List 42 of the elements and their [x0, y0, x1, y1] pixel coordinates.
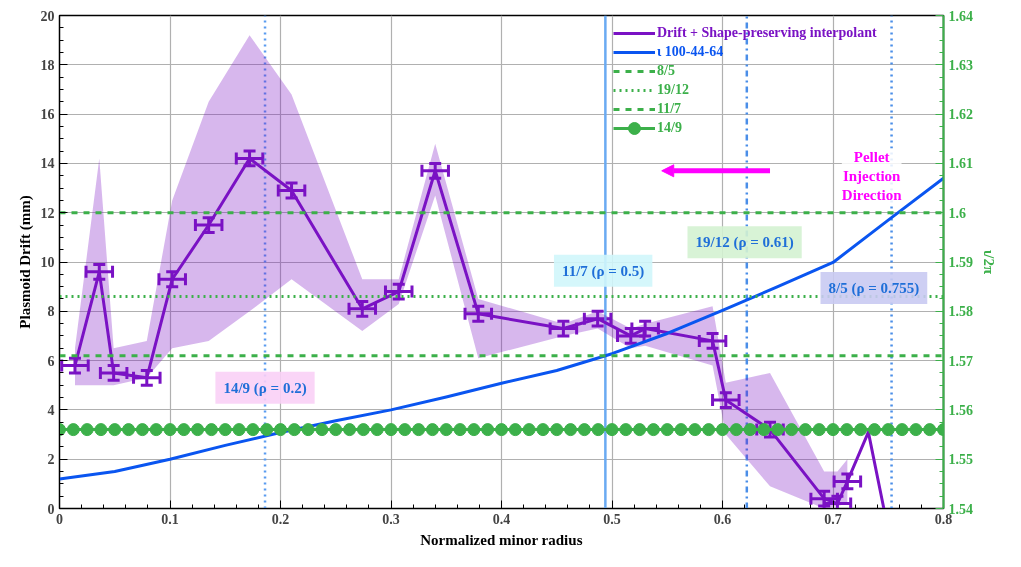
y-tick-label: 16	[40, 107, 55, 123]
x-tick-label: 0.4	[492, 511, 511, 527]
legend-label: ι 100-44-64	[657, 44, 724, 60]
legend-label: 8/5	[657, 63, 676, 79]
x-axis-title: Normalized minor radius	[420, 531, 583, 548]
x-tick-label: 0.5	[603, 511, 621, 527]
y-tick-label: 4	[47, 402, 55, 418]
legend-label: 19/12	[657, 82, 689, 98]
y2-tick-label: 1.64	[948, 8, 973, 24]
y-tick-label: 12	[40, 205, 55, 221]
y2-tick-label: 1.59	[948, 255, 973, 270]
y-tick-label: 14	[40, 156, 55, 172]
legend-label: Drift + Shape-preserving interpolant	[657, 25, 877, 41]
y2-tick-label: 1.63	[948, 57, 973, 73]
annotation: Pellet Injection Direction	[841, 148, 903, 204]
y2-tick-label: 1.56	[948, 402, 973, 418]
annotation: 14/9 (ρ = 0.2)	[223, 379, 307, 397]
x-tick-label: 0.1	[161, 511, 179, 527]
y2-tick-label: 1.61	[948, 156, 973, 172]
legend-label: 14/9	[657, 120, 682, 136]
y-tick-label: 20	[40, 8, 55, 24]
annotation: 8/5 (ρ = 0.755)	[828, 279, 920, 297]
y-tick-label: 6	[47, 353, 55, 369]
legend-label: 11/7	[657, 101, 682, 117]
y2-axis-title: ι/2π	[981, 249, 997, 276]
y2-tick-label: 1.57	[948, 353, 973, 369]
y-tick-label: 10	[40, 255, 55, 270]
y-tick-label: 18	[40, 57, 55, 73]
y2-tick-label: 1.6	[948, 205, 966, 221]
y2-tick-label: 1.62	[948, 107, 973, 123]
y2-tick-label: 1.55	[948, 452, 973, 468]
y-axis-title: Plasmoid Drift (mm)	[16, 195, 34, 329]
y-tick-label: 0	[47, 501, 55, 517]
x-tick-label: 0.2	[271, 511, 290, 527]
y-tick-label: 8	[47, 304, 55, 320]
x-tick-label: 0.7	[824, 511, 842, 527]
annotation: 11/7 (ρ = 0.5)	[561, 262, 645, 280]
y2-tick-label: 1.58	[948, 304, 973, 320]
y-tick-label: 2	[47, 452, 55, 468]
annotation: 19/12 (ρ = 0.61)	[695, 234, 794, 252]
x-tick-label: 0.6	[713, 511, 732, 527]
x-tick-label: 0.3	[382, 511, 400, 527]
